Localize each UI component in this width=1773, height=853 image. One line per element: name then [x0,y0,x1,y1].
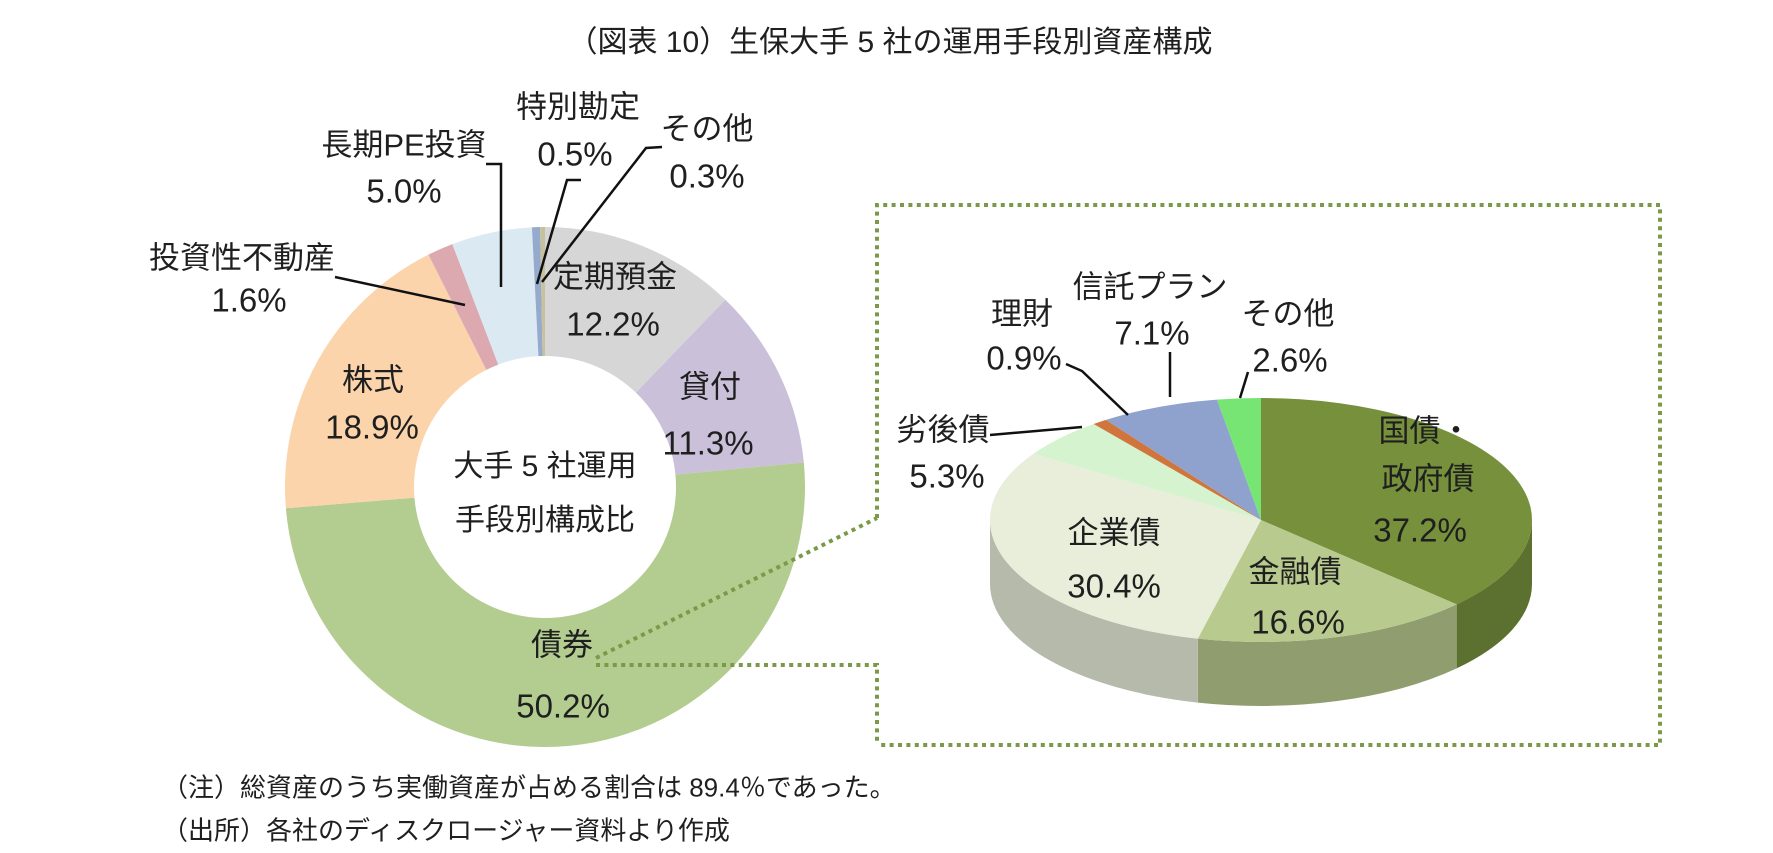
pie3d-slice-企業債 [990,453,1261,639]
callout-box-border [875,203,1662,747]
pie3d-slice-金融債 [1197,520,1457,642]
donut-leader-長期PE投資 [486,162,503,287]
pie3d-side-企業債 [990,520,1198,703]
donut-slice-投資性不動産 [428,244,499,370]
figure-title: （図表 10）生保大手 5 社の運用手段別資産構成 [567,26,1213,59]
donut-slice-長期PE投資 [452,227,539,365]
pie3d-leader-理財 [1065,362,1129,416]
donut-slice-貸付 [635,299,804,475]
pie3d-slice-信託プラン [1106,399,1261,520]
pie3d-leader-劣後債 [989,425,1083,437]
donut-leader-投資性不動産 [334,275,466,307]
pie3d-slice-劣後債 [1033,424,1261,520]
donut-slice-債券 [285,462,806,747]
pie3d-side-国債・政府債 [1456,520,1532,669]
donut-slice-定期預金 [545,227,726,393]
donut-leader-その他 [541,145,663,283]
callout-connector-1 [595,516,878,660]
figure-note-source: （出所）各社のディスクロージャー資料より作成 [162,815,730,846]
pie3d-slice-国債・政府債 [1261,398,1532,605]
pie3d-side-金融債 [1197,604,1457,706]
pie3d-slice-理財 [1093,419,1261,520]
pie3d-leader-その他 [1238,371,1250,399]
callout-connector-2 [596,663,879,745]
donut-slice-特別勘定 [531,227,543,357]
donut-slice-株式 [284,254,487,509]
pie3d-slice-その他 [1216,398,1261,520]
figure-note-source-note: （注）総資産のうち実働資産が占める割合は 89.4％であった。 [162,772,896,803]
donut-leader-特別勘定 [535,178,581,285]
